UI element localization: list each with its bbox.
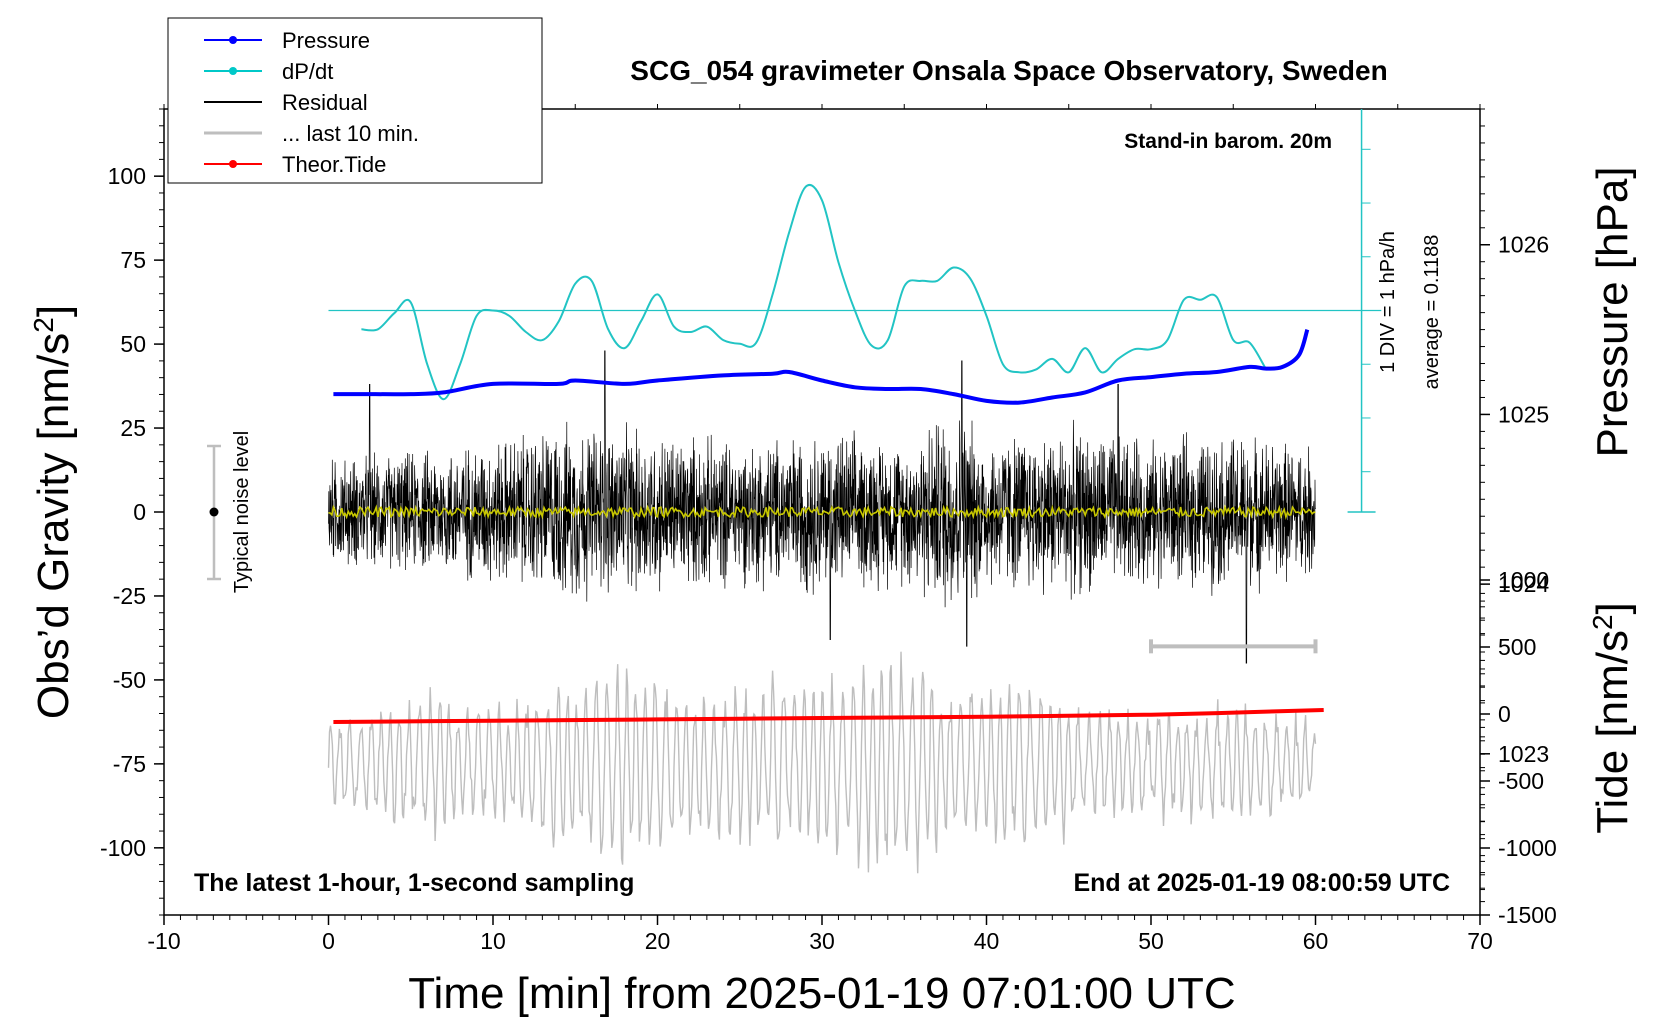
- y-label-tide-sup: 2: [1587, 614, 1618, 630]
- x-tick-label: 60: [1303, 928, 1329, 954]
- y-axis-pressure-label: Pressure [hPa]: [1588, 166, 1637, 457]
- smoothed-residual-series: [328, 504, 1316, 520]
- pressure-series: [333, 328, 1310, 405]
- x-tick-label: 0: [322, 928, 335, 954]
- y-tick-label: 0: [133, 499, 146, 525]
- legend-label: Pressure: [282, 28, 370, 53]
- x-tick-label: -10: [147, 928, 180, 954]
- residual-series: [328, 350, 1316, 664]
- legend-label: Residual: [282, 90, 368, 115]
- pressure-tick-label: 1025: [1498, 401, 1549, 427]
- dpdt-series: [361, 183, 1268, 401]
- x-tick-label: 30: [809, 928, 835, 954]
- barometer-note: Stand-in barom. 20m: [1124, 130, 1332, 153]
- legend-marker: [229, 160, 237, 168]
- y-tick-label: 100: [108, 163, 146, 189]
- svg-text:Tide [nm/s2]: Tide [nm/s2]: [1587, 602, 1638, 834]
- y-axis-tide-label: Tide [nm/s2]: [1587, 602, 1638, 834]
- tide-tick-label: 0: [1498, 701, 1511, 727]
- tide-series: [333, 708, 1324, 724]
- legend-marker: [229, 36, 237, 44]
- y-tick-label: -25: [113, 583, 146, 609]
- y-label-tide-close: ]: [1588, 602, 1637, 614]
- x-tick-label: 70: [1467, 928, 1493, 954]
- series-layer: [327, 183, 1382, 874]
- y-label-tide-main: Tide [nm/s: [1588, 630, 1637, 834]
- y-tick-label: 25: [120, 415, 146, 441]
- noise-dot: [209, 507, 219, 517]
- legend-box: [167, 17, 543, 184]
- tide-tick-label: -500: [1498, 768, 1544, 794]
- sampling-note: The latest 1-hour, 1-second sampling: [194, 869, 634, 897]
- dpdt-div-label: 1 DIV = 1 hPa/h: [1377, 231, 1399, 373]
- x-tick-label: 20: [645, 928, 671, 954]
- dpdt-average-label: average = 0.1188: [1421, 235, 1443, 390]
- x-tick-label: 50: [1138, 928, 1164, 954]
- tide-tick-label: -1500: [1498, 902, 1557, 928]
- y-axis-left-label: Obs’d Gravity [nm/s2]: [28, 305, 79, 719]
- y-tick-label: -75: [113, 751, 146, 777]
- legend-label: ... last 10 min.: [282, 121, 419, 146]
- x-axis-label: Time [min] from 2025-01-19 07:01:00 UTC: [408, 969, 1235, 1018]
- y-tick-label: -50: [113, 667, 146, 693]
- noise-label: Typical noise level: [231, 431, 253, 593]
- chart-title: SCG_054 gravimeter Onsala Space Observat…: [630, 55, 1387, 86]
- y-tick-label: -100: [100, 835, 146, 861]
- y-label-left-main: Obs’d Gravity [nm/s: [29, 333, 78, 719]
- legend-label: dP/dt: [282, 59, 333, 84]
- x-tick-label: 40: [974, 928, 1000, 954]
- x-tick-label: 10: [480, 928, 506, 954]
- svg-text:Obs’d Gravity [nm/s2]: Obs’d Gravity [nm/s2]: [28, 305, 79, 719]
- tide-tick-label: 1000: [1498, 567, 1549, 593]
- noise-level-indicator: Typical noise level: [207, 431, 253, 593]
- y-tick-label: 50: [120, 331, 146, 357]
- legend-label: Theor.Tide: [282, 152, 386, 177]
- y-label-left-close: ]: [29, 305, 78, 317]
- left-axis: 100 75 50 25 0 -25 -50 -75 -100: [100, 108, 164, 916]
- y-label-pressure: Pressure [hPa]: [1588, 166, 1637, 457]
- right-axis: 1026 1025 1024 1023 1000 500 0 -500 -1000 -1500: [1480, 108, 1557, 928]
- tide-tick-label: 500: [1498, 634, 1536, 660]
- pressure-tick-label: 1024: [1498, 571, 1549, 597]
- pressure-tick-label: 1026: [1498, 232, 1549, 258]
- end-time-note: End at 2025-01-19 08:00:59 UTC: [1073, 869, 1450, 897]
- legend: Pressure dP/dt Residual ... last 10 min. The…: [167, 17, 543, 184]
- pressure-tick-label: 1023: [1498, 741, 1549, 767]
- y-tick-label: 75: [120, 247, 146, 273]
- legend-items: Pressure dP/dt Residual ... last 10 min. The…: [204, 28, 419, 177]
- tide-tick-label: -1000: [1498, 835, 1557, 861]
- legend-marker: [229, 67, 237, 75]
- last-10-min-series: [327, 651, 1317, 874]
- y-label-left-sup: 2: [28, 317, 59, 333]
